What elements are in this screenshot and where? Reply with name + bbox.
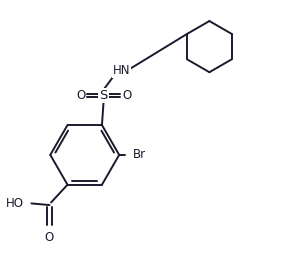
Text: O: O [122, 89, 131, 102]
Text: O: O [45, 231, 54, 244]
Text: S: S [99, 89, 108, 102]
Text: O: O [76, 89, 85, 102]
Text: HN: HN [113, 65, 130, 77]
Text: Br: Br [133, 148, 146, 161]
Text: HO: HO [6, 197, 24, 210]
